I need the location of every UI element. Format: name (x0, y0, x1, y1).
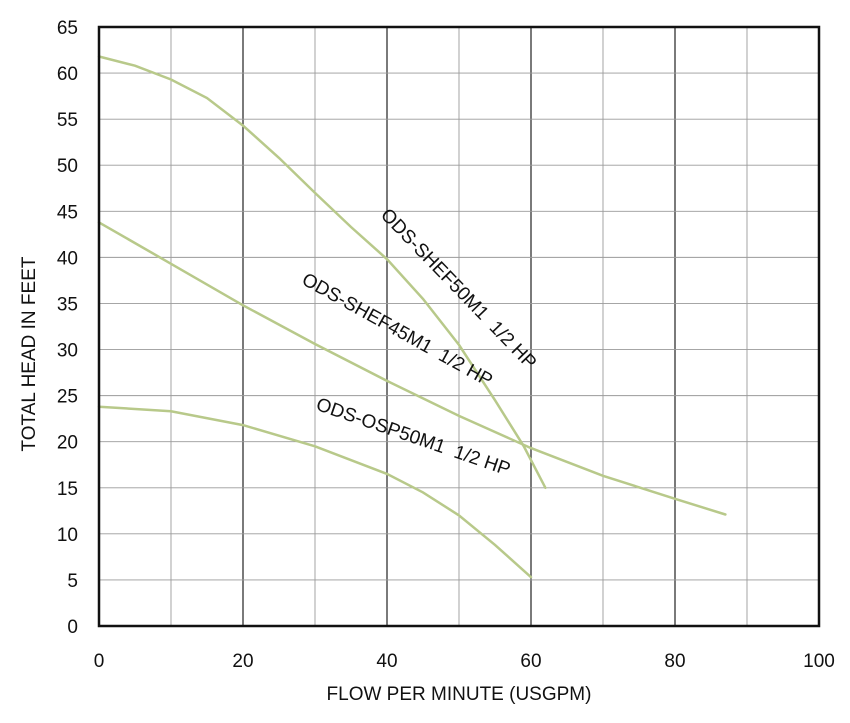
x-axis-title: FLOW PER MINUTE (USGPM) (327, 684, 592, 705)
y-tick-label: 60 (57, 64, 78, 85)
y-tick-label: 15 (57, 479, 78, 500)
y-tick-label: 65 (57, 18, 78, 39)
frame-layer (97, 25, 821, 628)
pump-curve-3 (97, 405, 533, 579)
y-tick-label: 35 (57, 294, 78, 315)
y-tick-label: 0 (67, 617, 78, 638)
y-tick-label: 50 (57, 156, 78, 177)
x-tick-label: 40 (376, 651, 397, 672)
x-tick-label: 0 (94, 651, 105, 672)
pump-curve-2 (97, 221, 727, 516)
curve-label-3: ODS-OSP50M1 1/2 HP (313, 394, 513, 480)
x-tick-label: 60 (520, 651, 541, 672)
plot-frame (97, 25, 821, 628)
y-tick-label: 10 (57, 525, 78, 546)
x-tick-label: 20 (232, 651, 253, 672)
x-tick-label: 100 (803, 651, 835, 672)
y-tick-label: 40 (57, 248, 78, 269)
grid-layer (99, 27, 819, 626)
y-axis-title: TOTAL HEAD IN FEET (19, 256, 40, 451)
tick-label-layer: 0 20 40 60 80 100 0 5 10 15 20 25 30 35 40 45 50 55 60 65 (57, 18, 835, 672)
y-tick-label: 30 (57, 341, 78, 362)
y-tick-label: 45 (57, 202, 78, 223)
curve-layer (97, 55, 727, 579)
x-tick-label: 80 (664, 651, 685, 672)
y-tick-label: 55 (57, 110, 78, 131)
y-tick-label: 25 (57, 387, 78, 408)
y-tick-label: 5 (67, 571, 78, 592)
curve-label-1: ODS-SHEF50M1 1/2 HP (376, 205, 540, 374)
y-tick-label: 20 (57, 433, 78, 454)
pump-curve-1 (97, 55, 547, 490)
